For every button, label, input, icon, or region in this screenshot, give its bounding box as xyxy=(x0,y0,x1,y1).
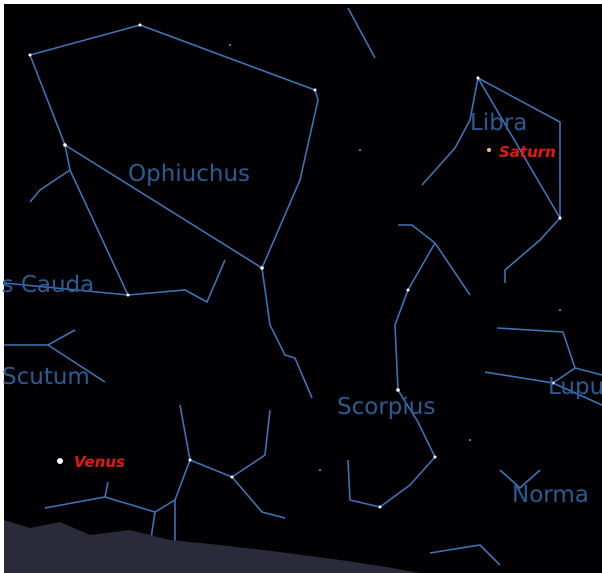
star xyxy=(189,459,192,462)
planet-label: Saturn xyxy=(499,143,556,161)
star xyxy=(314,89,317,92)
constellation-label: Scorpius xyxy=(337,394,435,420)
constellation-label: Norma xyxy=(512,482,589,508)
planet-label: Venus xyxy=(74,453,125,471)
star xyxy=(379,506,382,509)
star xyxy=(559,309,561,311)
star xyxy=(477,77,480,80)
star xyxy=(559,217,562,220)
constellation-label: Serpens Cauda xyxy=(0,272,94,298)
constellation-label: Lupus xyxy=(548,374,602,400)
star xyxy=(407,289,410,292)
constellation-label: Ophiuchus xyxy=(128,161,250,187)
star xyxy=(29,54,32,57)
constellation-label: Libra xyxy=(470,110,527,136)
page: Ophiuchus Libra Serpens Cauda Scutum Scorpiu… xyxy=(0,0,602,573)
star xyxy=(359,149,361,151)
star xyxy=(229,44,231,46)
star xyxy=(231,476,234,479)
star xyxy=(434,456,437,459)
star xyxy=(319,469,321,471)
star xyxy=(260,266,264,270)
sky-map: Ophiuchus Libra Serpens Cauda Scutum Scorpiu… xyxy=(0,0,602,573)
star xyxy=(396,388,400,392)
saturn-dot xyxy=(487,148,491,152)
star xyxy=(139,24,142,27)
constellation-label: Scutum xyxy=(2,364,90,390)
star xyxy=(469,439,471,441)
star xyxy=(127,294,130,297)
venus-dot xyxy=(57,458,63,464)
star xyxy=(63,143,67,147)
